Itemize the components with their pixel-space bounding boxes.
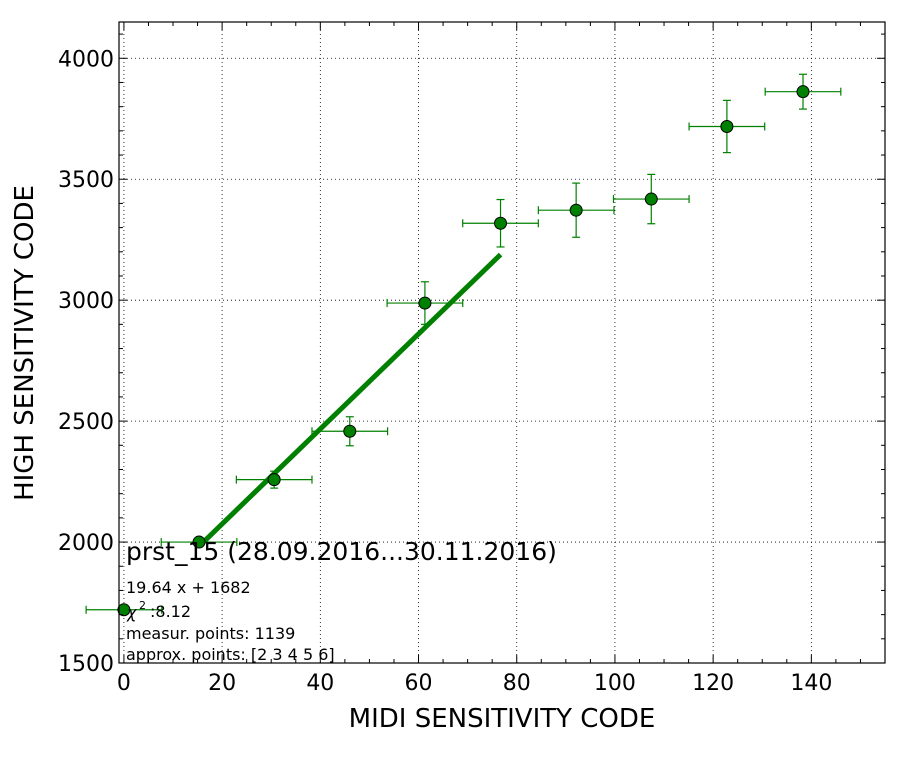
y-tick-labels: 1500 2000 2500 3000 3500 4000 [58,47,114,677]
data-point [494,216,508,230]
error-bars-layer [85,73,842,614]
data-points-layer [117,85,810,617]
y-tick-label: 1500 [58,652,114,677]
data-point [720,119,734,133]
y-tick-label: 3500 [58,168,114,193]
annotation-block: prst_15 (28.09.2016...30.11.2016) 19.64 … [126,537,557,664]
x-tick-labels: 0 20 40 60 80 100 120 140 [117,671,832,696]
x-tick-label: 120 [692,671,734,696]
annotation-measur-points: measur. points: 1139 [126,624,295,643]
annotation-approx-points: approx. points: [2 3 4 5 6] [126,645,335,664]
data-point [644,192,658,206]
x-tick-label: 0 [117,671,131,696]
fit-line-layer [197,252,503,549]
data-point [117,603,131,617]
y-tick-label: 3000 [58,289,114,314]
annotation-chi2-exponent: 2 [139,599,146,612]
data-point [569,203,583,217]
y-tick-label: 2000 [58,531,114,556]
annotation-equation: 19.64 x + 1682 [126,578,251,597]
y-tick-label: 2500 [58,410,114,435]
axis-ticks [119,22,885,664]
x-tick-label: 60 [405,671,433,696]
x-tick-label: 140 [790,671,832,696]
y-tick-label: 4000 [58,47,114,72]
data-point [796,85,810,99]
annotation-chi2-value: :8.12 [150,602,191,621]
x-axis-title: MIDI SENSITIVITY CODE [349,704,656,734]
fit-line [197,252,503,549]
x-tick-label: 100 [594,671,636,696]
data-point [418,296,432,310]
data-point [192,535,206,549]
y-axis-title: HIGH SENSITIVITY CODE [10,185,40,501]
annotation-title: prst_15 (28.09.2016...30.11.2016) [126,537,557,566]
grid-lines [119,22,885,664]
x-tick-label: 80 [503,671,531,696]
data-point [267,473,281,487]
data-point [343,424,357,438]
x-tick-label: 40 [306,671,334,696]
annotation-chi2-symbol: χ [126,603,137,622]
plot-frame [118,21,886,664]
x-tick-label: 20 [208,671,236,696]
